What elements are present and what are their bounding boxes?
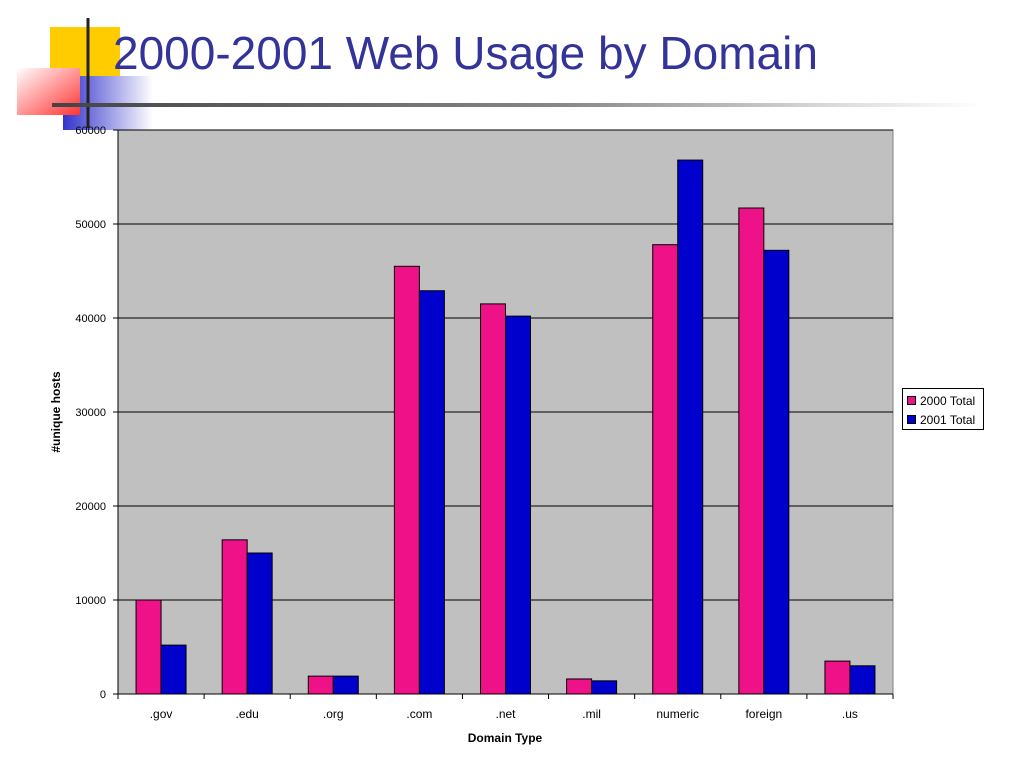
legend-item-2001: 2001 Total [907,410,979,429]
bar-2000-total-foreign [738,207,765,695]
x-tick-label: .edu [235,707,258,721]
bar-2000-total-com [393,265,420,695]
x-tick-label: .us [842,707,858,721]
x-tick-label: .mil [582,707,601,721]
y-tick-label: 60000 [75,125,106,137]
x-axis-label: Domain Type [468,731,543,745]
bar-2000-total-edu [221,539,248,695]
legend-swatch-2001 [907,415,916,424]
y-tick-label: 50000 [75,219,106,231]
deco-red-square [17,68,80,115]
bar-2000-total-org [307,675,334,695]
x-tick-label: numeric [656,707,699,721]
bar-2001-total-mil [591,680,618,695]
bar-2001-total-numeric [677,159,704,695]
y-tick-labels: 0 10000 20000 30000 40000 50000 60000 [75,125,106,701]
x-tick-label: .com [406,707,432,721]
axes [113,129,894,699]
x-tick-label: .org [323,707,344,721]
bar-2001-total-us [849,665,876,695]
bar-2000-total-net [480,303,506,695]
bar-2000-total-gov [135,599,162,695]
bar-2000-total-mil [566,678,593,695]
y-axis-label: #unique hosts [49,371,63,453]
y-tick-label: 10000 [75,595,106,607]
x-tick-label: .gov [150,707,173,721]
legend-label-2000: 2000 Total [920,393,976,408]
bar-2001-total-edu [246,552,273,695]
x-tick-labels: .gov .edu .org .com .net .mil numeric foreign .u… [150,707,858,721]
bar-2001-total-net [505,315,531,695]
bar-2001-total-com [418,290,445,695]
bar-2001-total-foreign [763,249,790,695]
y-tick-label: 0 [100,689,106,701]
legend-item-2000: 2000 Total [907,391,979,410]
bar-2000-total-numeric [652,244,679,695]
bar-2001-total-gov [160,644,187,695]
legend-swatch-2000 [907,396,916,405]
bar-2001-total-org [332,675,359,695]
title-underline [52,103,982,107]
y-tick-label: 20000 [75,501,106,513]
bar-2000-total-us [824,660,851,695]
chart-legend: 2000 Total 2001 Total [902,388,984,430]
legend-label-2001: 2001 Total [920,412,976,427]
x-tick-label: .net [495,707,516,721]
y-tick-label: 40000 [75,313,106,325]
x-tick-label: foreign [745,707,782,721]
slide-title: 2000-2001 Web Usage by Domain [113,27,818,79]
y-tick-label: 30000 [75,407,106,419]
